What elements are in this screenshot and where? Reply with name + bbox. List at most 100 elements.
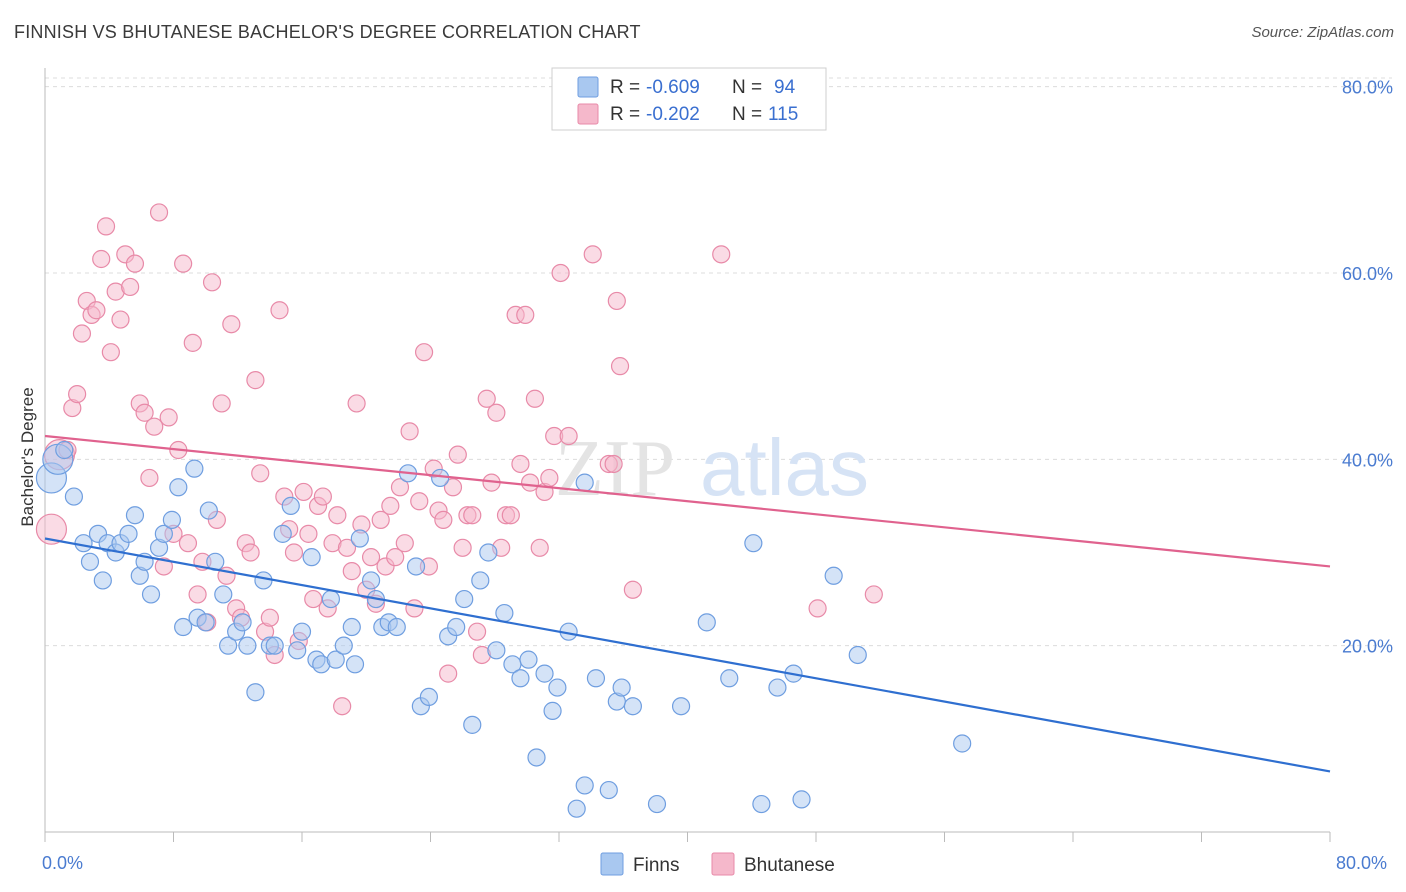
series-legend: Finns Bhutanese [600, 852, 835, 876]
correlation-legend: R = -0.609 N = 94 R = -0.202 N = 115 [551, 67, 827, 131]
bottom-legend-finns-label: Finns [633, 855, 679, 876]
legend-finns-r-label: R = [610, 77, 640, 98]
bhutanese-point [414, 343, 434, 362]
bhutanese-point [68, 384, 87, 404]
finns-point [519, 650, 538, 669]
finns-point [326, 650, 345, 669]
bhutanese-point [101, 343, 120, 362]
finns-point [953, 734, 972, 753]
bhutanese-point [149, 203, 169, 222]
finns-point [463, 715, 482, 734]
finns-point [527, 748, 546, 767]
finns-point [199, 501, 218, 520]
finns-point [487, 641, 506, 660]
finns-point [219, 636, 238, 655]
finns-point [543, 701, 562, 720]
bhutanese-point [121, 277, 140, 297]
bhutanese-point [333, 697, 352, 716]
finns-point [141, 585, 161, 604]
bhutanese-point [448, 445, 467, 464]
finns-point [548, 678, 567, 697]
bhutanese-point [864, 585, 883, 604]
bhutanese-point [443, 478, 463, 497]
y-tick-label: 80.0% [1342, 78, 1393, 98]
bhutanese-point [808, 599, 827, 618]
bhutanese-point [540, 468, 559, 488]
bhutanese-point [410, 492, 429, 511]
bhutanese-points [35, 203, 883, 716]
bhutanese-point [463, 506, 482, 525]
bhutanese-point [72, 324, 92, 343]
legend-finns-n-value: 94 [774, 77, 796, 98]
bhutanese-point [222, 315, 241, 334]
finns-point [238, 636, 257, 655]
bhutanese-trend-line [44, 434, 1331, 568]
bhutanese-point [467, 622, 487, 641]
bhutanese-point [453, 538, 472, 557]
finns-point [387, 617, 406, 637]
y-axis-label: Bachelor's Degree [18, 387, 37, 526]
bhutanese-point [246, 371, 265, 390]
bottom-legend-finns-swatch [600, 852, 624, 876]
finns-point [334, 636, 353, 655]
legend-finns-r-value: -0.609 [646, 77, 700, 98]
bhutanese-point [270, 301, 289, 320]
finns-point [623, 697, 642, 716]
bhutanese-point [284, 543, 304, 562]
bhutanese-point [525, 389, 545, 408]
finns-point [342, 617, 361, 637]
legend-bhutanese-n-value: 115 [768, 104, 798, 125]
finns-point [455, 589, 474, 609]
bhutanese-point [159, 408, 178, 427]
bhutanese-point [361, 548, 381, 567]
finns-point [535, 664, 554, 683]
bhutanese-point [477, 389, 496, 408]
y-tick-label: 20.0% [1342, 637, 1393, 657]
finns-point [169, 478, 188, 497]
bhutanese-point [251, 464, 270, 483]
bhutanese-point [188, 585, 207, 604]
finns-point [119, 524, 138, 543]
bhutanese-point [202, 273, 222, 292]
bhutanese-point [125, 254, 145, 273]
legend-finns-swatch [577, 76, 599, 98]
finns-point [345, 655, 365, 674]
finns-point [174, 617, 193, 637]
bhutanese-point [712, 245, 731, 264]
y-axis-tick-labels: 20.0% 40.0% 60.0% 80.0% [1342, 78, 1393, 657]
finns-point [406, 557, 426, 576]
y-tick-label: 40.0% [1342, 450, 1393, 470]
finns-point [697, 613, 716, 632]
bhutanese-point [294, 482, 313, 502]
finns-point [431, 468, 450, 488]
bhutanese-point [501, 506, 520, 525]
bhutanese-point [381, 496, 400, 516]
bhutanese-point [183, 333, 202, 352]
bhutanese-point [178, 534, 198, 553]
finns-point [321, 589, 341, 609]
bhutanese-point [299, 524, 318, 543]
bhutanese-point [145, 417, 164, 436]
finns-point [254, 571, 273, 590]
finns-point [93, 571, 112, 590]
bhutanese-point [604, 454, 623, 474]
finns-points [35, 440, 972, 818]
bhutanese-point [241, 543, 260, 562]
finns-point [447, 617, 466, 637]
bhutanese-point [174, 254, 193, 273]
bhutanese-point [154, 557, 173, 576]
bhutanese-point [583, 245, 602, 264]
bhutanese-point [92, 249, 111, 269]
bhutanese-point [111, 310, 130, 329]
bhutanese-point [35, 513, 68, 545]
finns-point [265, 636, 284, 655]
finns-point [154, 524, 173, 543]
bhutanese-point [304, 589, 323, 609]
finns-point [246, 683, 265, 702]
finns-point [125, 506, 145, 525]
finns-point [647, 794, 667, 814]
bhutanese-point [96, 217, 116, 236]
bhutanese-point [313, 487, 332, 506]
finns-point [511, 669, 530, 688]
finns-point [471, 571, 490, 590]
